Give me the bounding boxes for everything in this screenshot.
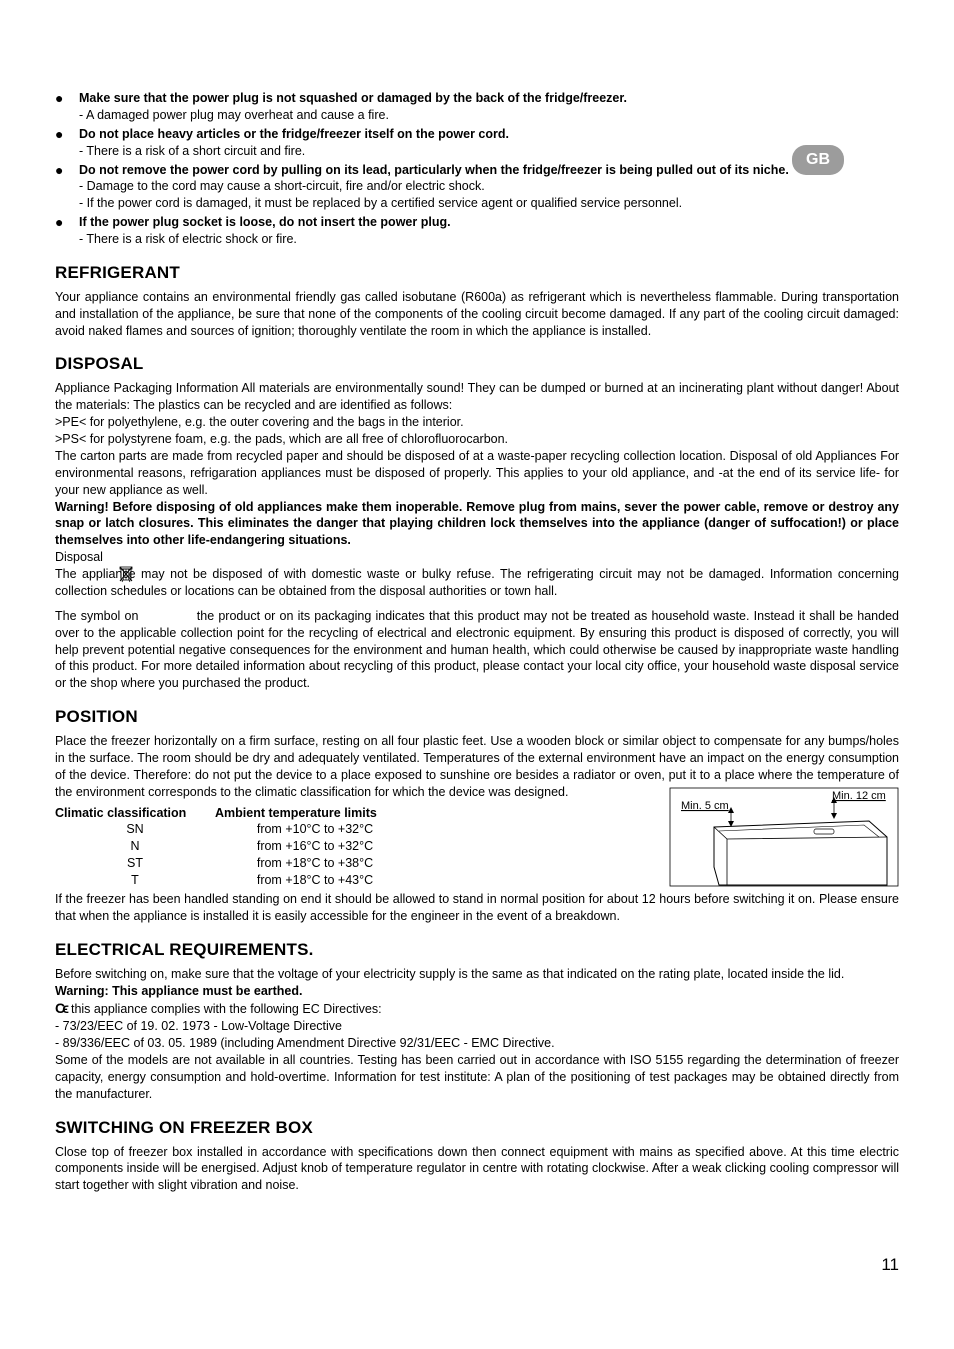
ce-mark-icon: C ϵ [55, 1000, 67, 1016]
electrical-p2: this appliance complies with the followi… [71, 1002, 382, 1016]
disposal-warning: Warning! Before disposing of old applian… [55, 499, 899, 550]
disposal-p6a: The symbol on [55, 609, 143, 623]
bullet-main-text: Do not place heavy articles or the fridg… [79, 126, 899, 143]
heading-disposal: DISPOSAL [55, 353, 899, 376]
freezer-clearance-diagram: Min. 5 cm Min. 12 cm [669, 787, 899, 887]
bullet-main-text: Make sure that the power plug is not squ… [79, 90, 899, 107]
disposal-p5a: Disposal [55, 549, 899, 566]
page-number: 11 [55, 1254, 899, 1277]
safety-bullets: ●Make sure that the power plug is not sq… [55, 90, 899, 248]
electrical-warning: Warning: This appliance must be earthed. [55, 983, 899, 1000]
bullet-body: Do not place heavy articles or the fridg… [79, 126, 899, 160]
climate-header-classification: Climatic classification [55, 805, 215, 822]
diagram-label-left: Min. 5 cm [681, 800, 729, 812]
climate-class-cell: T [55, 872, 215, 889]
disposal-p2: >PE< for polyethylene, e.g. the outer co… [55, 414, 899, 431]
bullet-body: Do not remove the power cord by pulling … [79, 162, 899, 213]
bullet-dot-icon: ● [55, 126, 79, 160]
electrical-p3: - 73/23/EEC of 19. 02. 1973 - Low-Voltag… [55, 1018, 899, 1035]
electrical-p1: Before switching on, make sure that the … [55, 966, 899, 983]
bullet-sub-text: - There is a risk of electric shock or f… [79, 231, 899, 248]
climate-class-cell: N [55, 838, 215, 855]
bullet-body: If the power plug socket is loose, do no… [79, 214, 899, 248]
disposal-p6b: the product or on its packaging indicate… [55, 609, 899, 691]
climate-temp-cell: from +16°C to +32°C [215, 838, 415, 855]
bullet-sub-text: - Damage to the cord may cause a short-c… [79, 178, 899, 195]
bullet-sub-text: - A damaged power plug may overheat and … [79, 107, 899, 124]
bullet-main-text: Do not remove the power cord by pulling … [79, 162, 899, 179]
bullet-sub-text: - There is a risk of a short circuit and… [79, 143, 899, 160]
bullet-sub-text: - If the power cord is damaged, it must … [79, 195, 899, 212]
bullet-item: ●Do not remove the power cord by pulling… [55, 162, 899, 213]
disposal-p5: The appliance may not be disposed of wit… [55, 566, 899, 600]
disposal-p6: The symbol on the product or on its pack… [55, 608, 899, 692]
climate-class-cell: ST [55, 855, 215, 872]
disposal-p4: The carton parts are made from recycled … [55, 448, 899, 499]
bullet-item: ●If the power plug socket is loose, do n… [55, 214, 899, 248]
climate-temp-cell: from +18°C to +43°C [215, 872, 415, 889]
heading-position: POSITION [55, 706, 899, 729]
climate-class-cell: SN [55, 821, 215, 838]
climate-temp-cell: from +18°C to +38°C [215, 855, 415, 872]
bullet-dot-icon: ● [55, 90, 79, 124]
bullet-item: ●Do not place heavy articles or the frid… [55, 126, 899, 160]
language-badge: GB [792, 145, 844, 175]
refrigerant-text: Your appliance contains an environmental… [55, 289, 899, 340]
heading-switching: SWITCHING ON FREEZER BOX [55, 1117, 899, 1140]
bullet-item: ●Make sure that the power plug is not sq… [55, 90, 899, 124]
electrical-p5: Some of the models are not available in … [55, 1052, 899, 1103]
bullet-dot-icon: ● [55, 214, 79, 248]
position-p2: If the freezer has been handled standing… [55, 891, 899, 925]
bullet-body: Make sure that the power plug is not squ… [79, 90, 899, 124]
diagram-label-right: Min. 12 cm [832, 790, 886, 802]
heading-refrigerant: REFRIGERANT [55, 262, 899, 285]
climate-header-limits: Ambient temperature limits [215, 805, 415, 822]
disposal-p5-text: The appliance may not be disposed of wit… [55, 567, 899, 598]
disposal-p1: Appliance Packaging Information All mate… [55, 380, 899, 414]
bullet-dot-icon: ● [55, 162, 79, 213]
climate-temp-cell: from +10°C to +32°C [215, 821, 415, 838]
electrical-p4: - 89/336/EEC of 03. 05. 1989 (including … [55, 1035, 899, 1052]
switching-p1: Close top of freezer box installed in ac… [55, 1144, 899, 1195]
disposal-p3: >PS< for polystyrene foam, e.g. the pads… [55, 431, 899, 448]
weee-bin-icon [119, 565, 133, 583]
electrical-ce-line: C ϵ this appliance complies with the foll… [55, 999, 899, 1018]
bullet-main-text: If the power plug socket is loose, do no… [79, 214, 899, 231]
heading-electrical: ELECTRICAL REQUIREMENTS. [55, 939, 899, 962]
